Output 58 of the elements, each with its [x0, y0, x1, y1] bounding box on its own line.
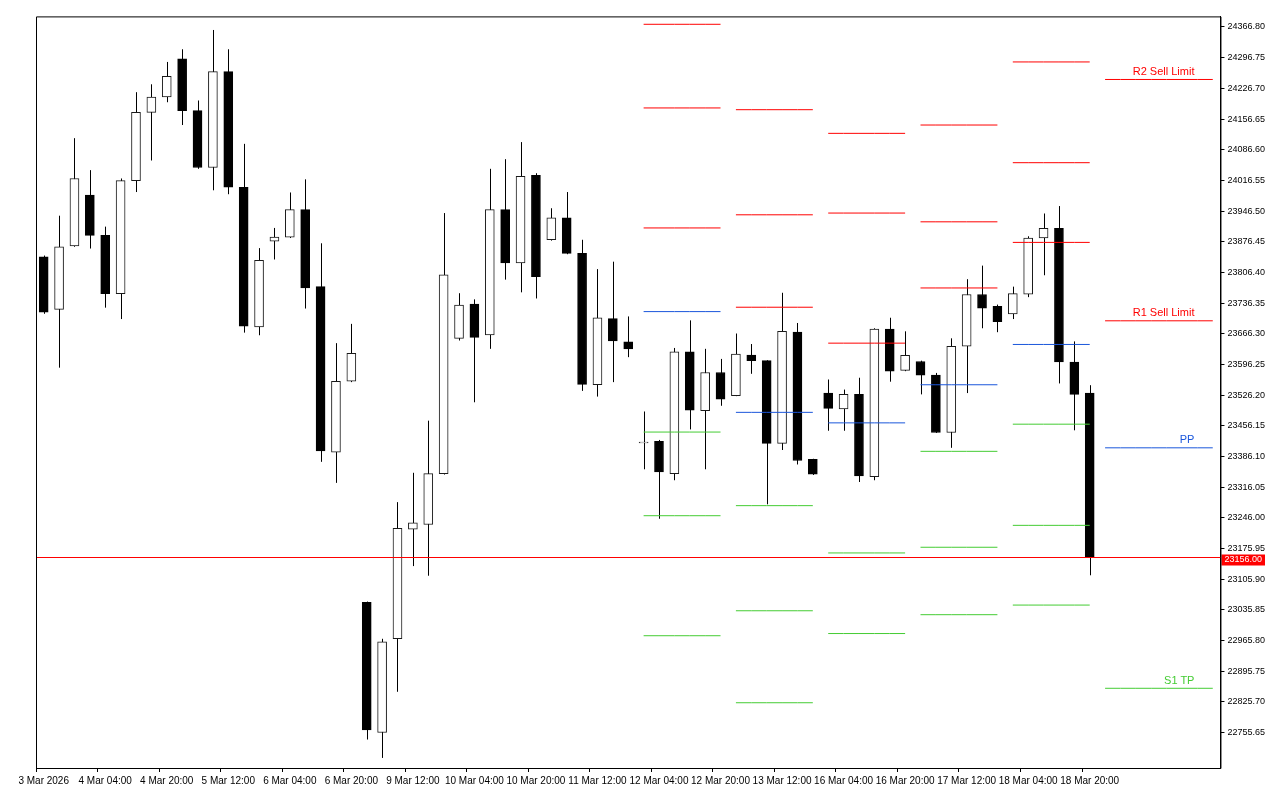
x-tick-label: 18 Mar 20:00 [1060, 774, 1120, 786]
x-tick-label: 5 Mar 12:00 [201, 774, 256, 786]
y-tick-label: 24016.55 [1227, 174, 1266, 185]
series-label: R2 Sell Limit [1132, 65, 1195, 77]
y-tick-label: 23736.35 [1227, 297, 1266, 308]
series-label: R1 Sell Limit [1132, 306, 1195, 319]
x-tick-label: 4 Mar 04:00 [78, 774, 133, 786]
y-tick-label: 24226.70 [1227, 82, 1266, 93]
candlestick [608, 261, 618, 383]
x-tick-label: 3 Mar 2026 [18, 774, 70, 786]
y-tick-label: 23876.45 [1227, 236, 1266, 247]
y-tick-label: 23596.25 [1227, 358, 1266, 369]
y-tick-label: 23105.90 [1227, 573, 1266, 584]
y-tick-label: 23666.30 [1227, 328, 1266, 339]
x-tick-label: 10 Mar 04:00 [444, 774, 505, 786]
x-tick-label: 16 Mar 04:00 [814, 774, 874, 786]
y-tick-label: 23526.20 [1227, 389, 1266, 400]
x-tick-label: 17 Mar 12:00 [937, 774, 997, 786]
candlestick [746, 343, 757, 375]
y-tick-label: 23035.85 [1227, 604, 1266, 615]
candlestick [638, 410, 649, 470]
y-tick-label: 24366.80 [1227, 21, 1266, 32]
y-tick-label: 22895.75 [1227, 665, 1266, 676]
y-tick-label: 23456.15 [1227, 420, 1266, 431]
x-tick-label: 13 Mar 12:00 [752, 774, 812, 786]
x-tick-label: 6 Mar 20:00 [324, 774, 379, 786]
ref-line-label: 23156.00 [1224, 554, 1263, 565]
x-tick-label: 9 Mar 12:00 [386, 774, 440, 786]
candlestick [408, 472, 418, 567]
candlestick [623, 315, 634, 358]
x-tick-label: 10 Mar 20:00 [506, 774, 566, 786]
x-tick-label: 12 Mar 04:00 [629, 774, 689, 786]
y-tick-label: 24086.60 [1227, 144, 1266, 155]
candlestick [161, 61, 172, 103]
candlestick [1007, 286, 1018, 320]
y-tick-label: 22965.80 [1227, 635, 1266, 646]
series-label: PP [1179, 433, 1195, 446]
y-tick-label: 23246.00 [1227, 512, 1266, 523]
candlestick [977, 265, 987, 329]
y-tick-label: 24296.75 [1227, 52, 1266, 63]
y-tick-label: 22755.65 [1227, 727, 1266, 738]
x-tick-label: 12 Mar 20:00 [691, 774, 751, 786]
x-tick-label: 16 Mar 20:00 [875, 774, 936, 786]
series-label: S1 TP [1164, 673, 1195, 686]
candlestick [146, 83, 157, 161]
x-tick-label: 4 Mar 20:00 [140, 774, 194, 786]
y-tick-label: 22825.70 [1227, 696, 1266, 707]
y-tick-label: 23806.40 [1227, 266, 1266, 277]
x-tick-label: 18 Mar 04:00 [998, 774, 1059, 786]
x-tick-label: 11 Mar 12:00 [568, 774, 627, 786]
y-tick-label: 24156.65 [1227, 113, 1266, 124]
y-tick-label: 23316.05 [1227, 481, 1266, 492]
candlestick [838, 389, 849, 432]
candlestick [546, 207, 557, 242]
y-tick-label: 23946.50 [1227, 205, 1266, 216]
y-tick-label: 23386.10 [1227, 451, 1266, 462]
x-tick-label: 6 Mar 04:00 [263, 774, 317, 786]
y-tick-label: 23175.95 [1227, 543, 1266, 554]
